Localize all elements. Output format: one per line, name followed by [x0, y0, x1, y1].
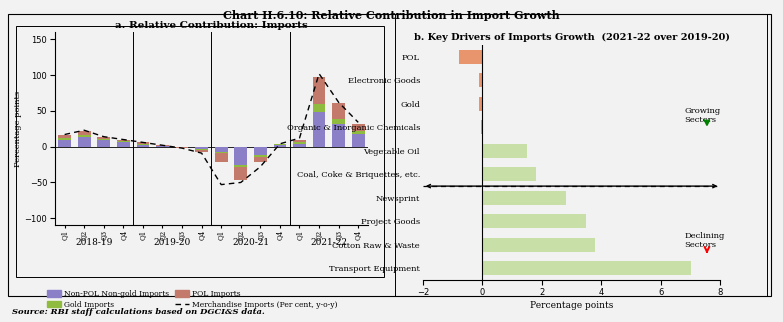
- Bar: [156, 146, 169, 147]
- Bar: [482, 191, 565, 205]
- Bar: [254, 155, 267, 157]
- Bar: [478, 73, 482, 87]
- Title: b. Key Drivers of Imports Growth  (2021-22 over 2019-20): b. Key Drivers of Imports Growth (2021-2…: [413, 33, 730, 42]
- Bar: [136, 145, 150, 147]
- Bar: [58, 138, 71, 139]
- Bar: [215, 153, 228, 162]
- Bar: [312, 77, 326, 104]
- Bar: [234, 167, 247, 180]
- Bar: [58, 135, 71, 138]
- Text: Chart II.6.10: Relative Contribution in Import Growth: Chart II.6.10: Relative Contribution in …: [223, 10, 560, 21]
- Text: 2019-20: 2019-20: [153, 238, 191, 247]
- Bar: [352, 134, 365, 147]
- Text: Source: RBI staff calculations based on DGCI&S data.: Source: RBI staff calculations based on …: [12, 308, 265, 316]
- Bar: [332, 124, 345, 147]
- Bar: [195, 149, 208, 152]
- Bar: [215, 152, 228, 153]
- Text: 2021-22: 2021-22: [310, 238, 348, 247]
- Bar: [332, 103, 345, 119]
- Text: 2018-19: 2018-19: [75, 238, 113, 247]
- Bar: [273, 145, 287, 147]
- Bar: [254, 147, 267, 155]
- Bar: [479, 97, 482, 111]
- Bar: [482, 238, 595, 252]
- Bar: [234, 165, 247, 167]
- Bar: [58, 139, 71, 147]
- Y-axis label: Percentage points: Percentage points: [13, 91, 22, 167]
- Bar: [215, 147, 228, 152]
- Bar: [78, 131, 91, 135]
- Bar: [97, 137, 110, 139]
- Bar: [117, 142, 130, 147]
- Legend: Non-POL Non-gold Imports, Gold Imports, POL Imports, Merchandise Imports (Per ce: Non-POL Non-gold Imports, Gold Imports, …: [47, 290, 337, 308]
- Bar: [312, 112, 326, 147]
- Bar: [117, 141, 130, 142]
- Bar: [234, 147, 247, 165]
- Text: Growing
Sectors: Growing Sectors: [684, 107, 721, 124]
- Bar: [136, 144, 150, 145]
- Bar: [352, 131, 365, 134]
- Bar: [482, 144, 527, 158]
- Bar: [482, 167, 536, 181]
- X-axis label: Percentage points: Percentage points: [530, 301, 613, 310]
- Bar: [97, 140, 110, 147]
- Bar: [481, 120, 482, 134]
- Bar: [254, 157, 267, 162]
- Bar: [195, 147, 208, 149]
- Bar: [332, 119, 345, 124]
- Title: a. Relative Contribution: Imports: a. Relative Contribution: Imports: [115, 21, 308, 30]
- Bar: [175, 147, 189, 148]
- Bar: [156, 145, 169, 146]
- Bar: [482, 261, 691, 275]
- Bar: [293, 139, 306, 142]
- Text: 2020-21: 2020-21: [232, 238, 269, 247]
- Bar: [293, 144, 306, 147]
- Bar: [459, 50, 482, 64]
- Bar: [273, 144, 287, 145]
- Bar: [78, 135, 91, 137]
- Bar: [117, 139, 130, 141]
- Bar: [482, 214, 586, 228]
- Bar: [136, 142, 150, 144]
- Bar: [97, 139, 110, 140]
- Bar: [312, 104, 326, 112]
- Bar: [293, 142, 306, 144]
- Text: Declining
Sectors: Declining Sectors: [684, 232, 725, 249]
- Bar: [78, 137, 91, 147]
- Bar: [352, 124, 365, 131]
